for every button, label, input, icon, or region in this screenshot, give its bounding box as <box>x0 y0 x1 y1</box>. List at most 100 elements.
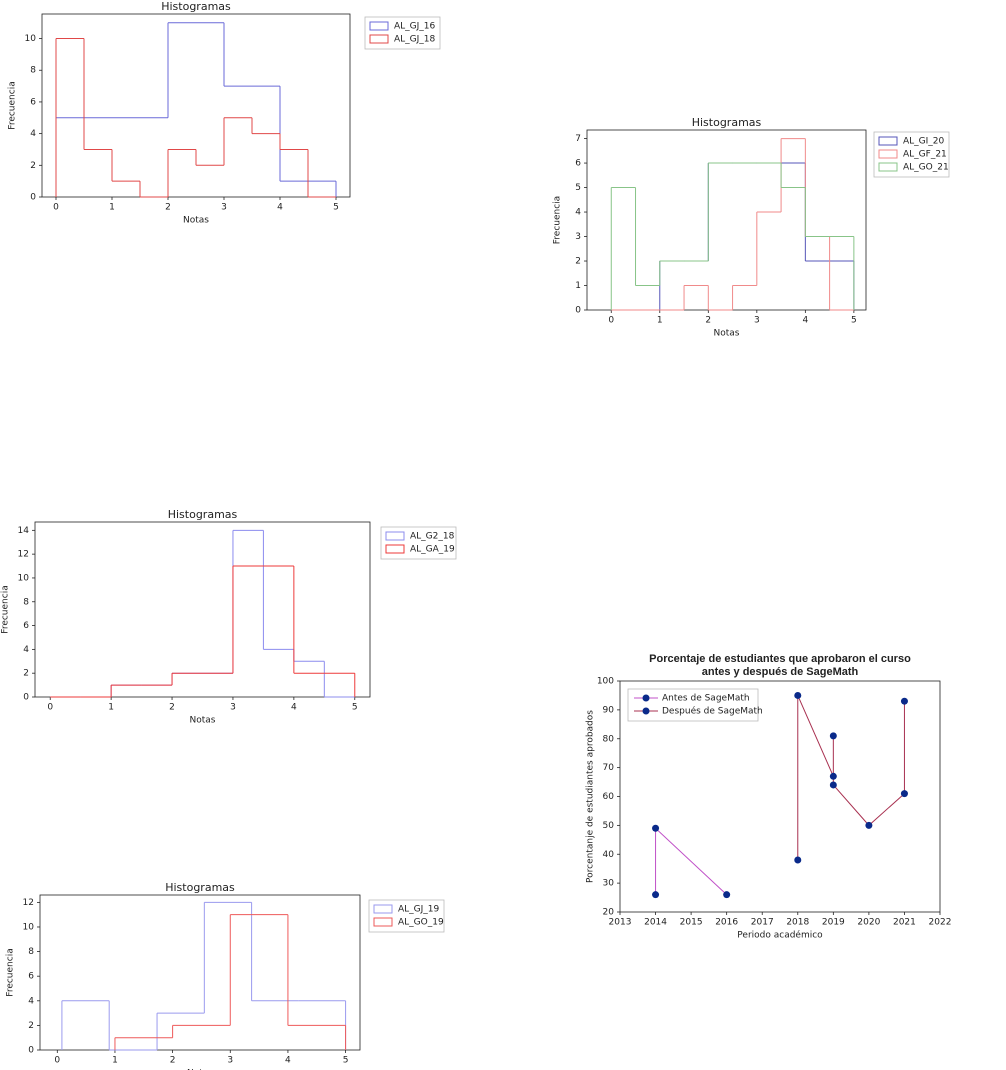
y-axis-label: Frecuencia <box>553 196 563 244</box>
y-tick-label: 30 <box>603 879 615 889</box>
y-tick-label: 50 <box>603 821 615 831</box>
y-tick-label: 10 <box>25 34 37 44</box>
x-tick-label: 4 <box>291 703 297 713</box>
y-tick-label: 12 <box>18 550 29 560</box>
point <box>794 856 802 864</box>
point <box>829 732 837 740</box>
x-tick-label: 3 <box>230 703 236 713</box>
x-tick-label: 2021 <box>893 918 916 928</box>
y-axis-label: Frecuencia <box>8 81 18 129</box>
y-axis-label: Frecuencia <box>1 585 11 633</box>
y-tick-label: 2 <box>30 161 36 171</box>
x-axis-label: Notas <box>190 716 216 726</box>
legend-label: AL_GJ_16 <box>394 22 436 32</box>
x-tick-label: 3 <box>221 203 227 213</box>
y-tick-label: 0 <box>28 1046 34 1056</box>
y-tick-label: 12 <box>23 898 34 908</box>
y-tick-label: 6 <box>575 159 581 169</box>
series-line <box>655 827 728 896</box>
point <box>829 781 837 789</box>
series-line <box>797 695 905 861</box>
y-tick-label: 10 <box>18 573 30 583</box>
x-tick-label: 2013 <box>609 918 632 928</box>
point <box>900 790 908 798</box>
legend-label: AL_G2_18 <box>410 532 455 542</box>
x-axis-label: Notas <box>183 216 209 226</box>
x-tick-label: 0 <box>608 316 614 326</box>
legend-label: AL_GO_19 <box>398 918 444 928</box>
legend-label: AL_GJ_19 <box>398 905 440 915</box>
chart: Porcentaje de estudiantes que aprobaron … <box>586 653 952 941</box>
plot-frame <box>39 894 361 1051</box>
legend-marker <box>642 694 650 702</box>
y-tick-label: 8 <box>28 947 34 957</box>
x-tick-label: 5 <box>851 316 857 326</box>
y-tick-label: 10 <box>23 922 35 932</box>
legend-swatch <box>878 136 898 146</box>
y-tick-label: 2 <box>28 1021 34 1031</box>
legend-label: AL_GI_20 <box>903 137 945 147</box>
legend-swatch <box>385 544 405 554</box>
y-tick-label: 5 <box>575 183 581 193</box>
legend-label: AL_GO_21 <box>903 163 949 173</box>
legend-label: Antes de SageMath <box>662 694 750 704</box>
y-tick-label: 60 <box>603 792 615 802</box>
y-tick-label: 80 <box>603 734 615 744</box>
chart: Histogramas Notas Frecuencia 0 1 2 3 4 5 0 2 4 6 8 10 A… <box>8 0 441 226</box>
point <box>652 824 660 832</box>
y-axis-label: Frecuencia <box>6 948 16 996</box>
legend-swatch <box>878 149 898 159</box>
y-tick-label: 6 <box>28 972 34 982</box>
point <box>723 891 731 899</box>
legend-swatch <box>878 162 898 172</box>
x-tick-label: 2 <box>165 203 171 213</box>
legend-swatch <box>373 904 393 914</box>
legend-swatch <box>373 917 393 927</box>
x-tick-label: 1 <box>108 703 114 713</box>
x-tick-label: 2017 <box>751 918 774 928</box>
legend-label: AL_GJ_18 <box>394 35 436 45</box>
x-tick-label: 1 <box>109 203 115 213</box>
x-tick-label: 3 <box>227 1056 233 1066</box>
plot-frame <box>41 13 351 198</box>
x-tick-label: 1 <box>657 316 663 326</box>
x-tick-label: 5 <box>333 203 339 213</box>
legend-box <box>627 688 759 722</box>
chart-title: Histogramas <box>692 116 762 129</box>
y-tick-label: 90 <box>603 705 615 715</box>
y-tick-label: 4 <box>30 129 36 139</box>
point <box>900 697 908 705</box>
legend-label: AL_GA_19 <box>410 545 455 555</box>
x-tick-label: 0 <box>54 1056 60 1066</box>
x-tick-label: 2014 <box>644 918 667 928</box>
y-tick-label: 100 <box>597 677 614 687</box>
point <box>829 772 837 780</box>
x-tick-label: 5 <box>343 1056 349 1066</box>
point <box>865 821 873 829</box>
y-tick-label: 0 <box>23 693 29 703</box>
chart-title: antes y después de SageMath <box>702 666 859 678</box>
y-tick-label: 2 <box>23 669 29 679</box>
chart-title: Porcentaje de estudiantes que aprobaron … <box>649 653 911 665</box>
x-axis-label: Periodo académico <box>737 930 823 941</box>
x-tick-label: 1 <box>112 1056 118 1066</box>
plot-frame <box>586 129 867 311</box>
x-tick-label: 2 <box>170 1056 176 1066</box>
y-tick-label: 1 <box>575 281 581 291</box>
x-tick-label: 2018 <box>786 918 809 928</box>
y-tick-label: 40 <box>603 850 615 860</box>
legend-label: Después de SageMath <box>662 706 763 717</box>
y-tick-label: 0 <box>30 193 36 203</box>
x-tick-label: 4 <box>277 203 283 213</box>
chart-title: Histogramas <box>161 0 231 13</box>
x-tick-label: 2 <box>705 316 711 326</box>
y-tick-label: 2 <box>575 257 581 267</box>
plot-frame <box>34 521 371 698</box>
y-tick-label: 4 <box>575 208 581 218</box>
x-tick-label: 4 <box>285 1056 291 1066</box>
y-tick-label: 7 <box>575 134 581 144</box>
y-axis-label: Porcentanje de estudiantes aprobados <box>586 710 596 883</box>
x-tick-label: 0 <box>53 203 59 213</box>
